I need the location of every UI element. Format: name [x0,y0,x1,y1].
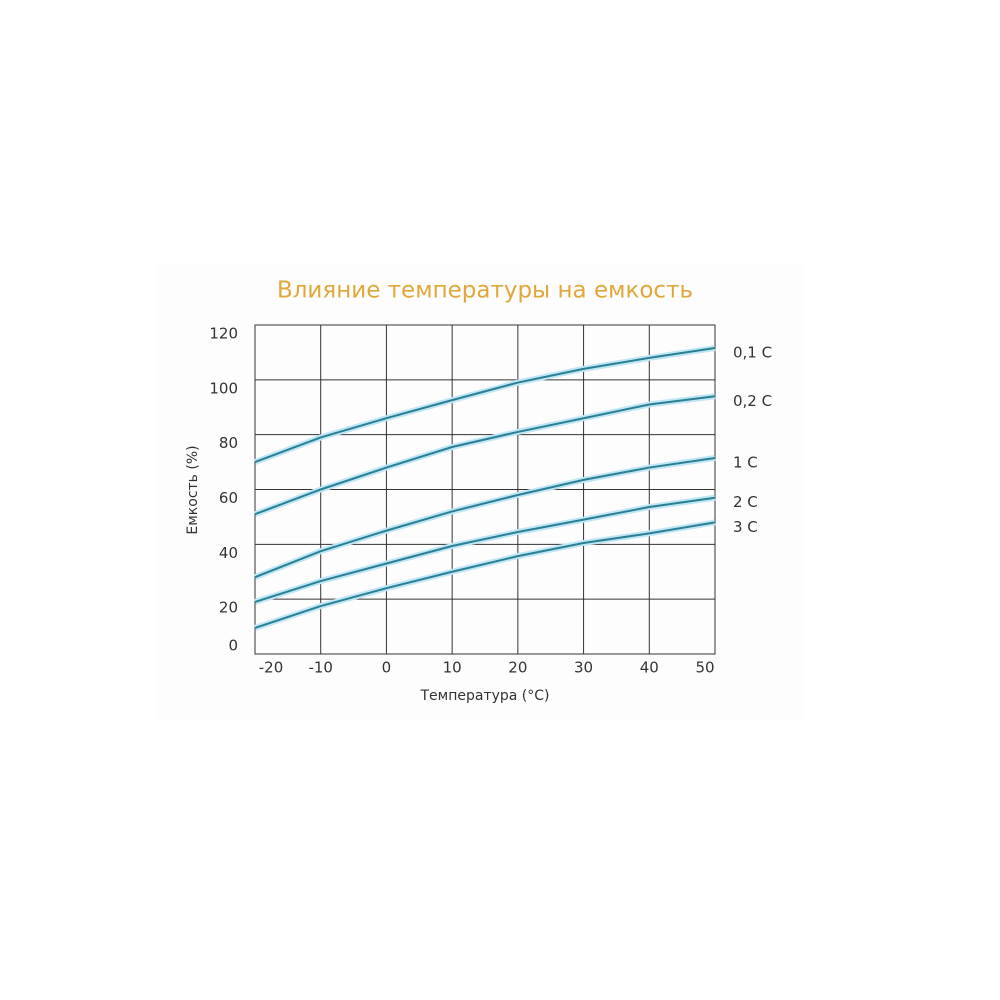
x-tick-label: -10 [308,659,333,677]
series-line [254,395,716,516]
series-line [254,456,716,579]
y-tick-label: 20 [219,599,238,617]
series-label: 2 C [733,493,758,511]
x-tick-label: 0 [382,659,392,677]
y-tick-label: 40 [219,544,238,562]
y-tick-label: 0 [228,637,238,655]
chart-title: Влияние температуры на емкость [277,278,693,304]
series-label: 0,1 C [733,344,772,362]
series-label: 3 C [733,518,758,536]
series-label: 1 C [733,453,758,471]
x-tick-label: 50 [695,659,714,677]
x-tick-label: 20 [508,659,527,677]
y-tick-label: 80 [219,434,238,452]
x-tick-label: 10 [443,659,462,677]
y-axis-label: Емкость (%) [185,445,201,534]
y-tick-label: 120 [209,325,238,343]
x-axis-label: Температура (°C) [419,688,549,704]
series-line [254,521,716,629]
x-tick-label: 30 [574,659,593,677]
x-tick-label: -20 [259,659,284,677]
chart-background [155,265,805,720]
x-tick-label: 40 [640,659,659,677]
series-line [254,347,716,464]
series-label: 0,2 C [733,392,772,410]
y-tick-label: 60 [219,489,238,507]
series-line [254,496,716,603]
y-tick-label: 100 [209,379,238,397]
